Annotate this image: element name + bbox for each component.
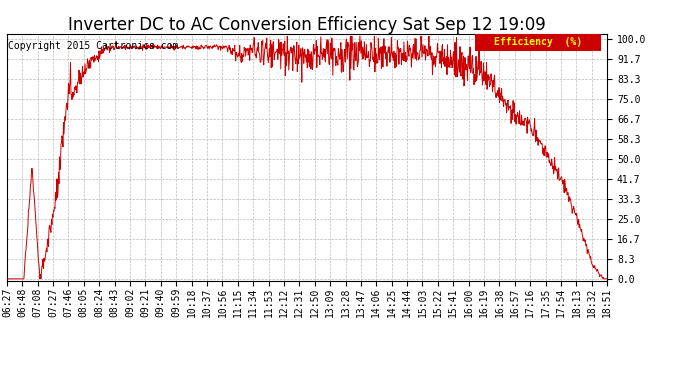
Title: Inverter DC to AC Conversion Efficiency Sat Sep 12 19:09: Inverter DC to AC Conversion Efficiency … [68,16,546,34]
Text: Copyright 2015 Cartronics.com: Copyright 2015 Cartronics.com [8,41,178,51]
